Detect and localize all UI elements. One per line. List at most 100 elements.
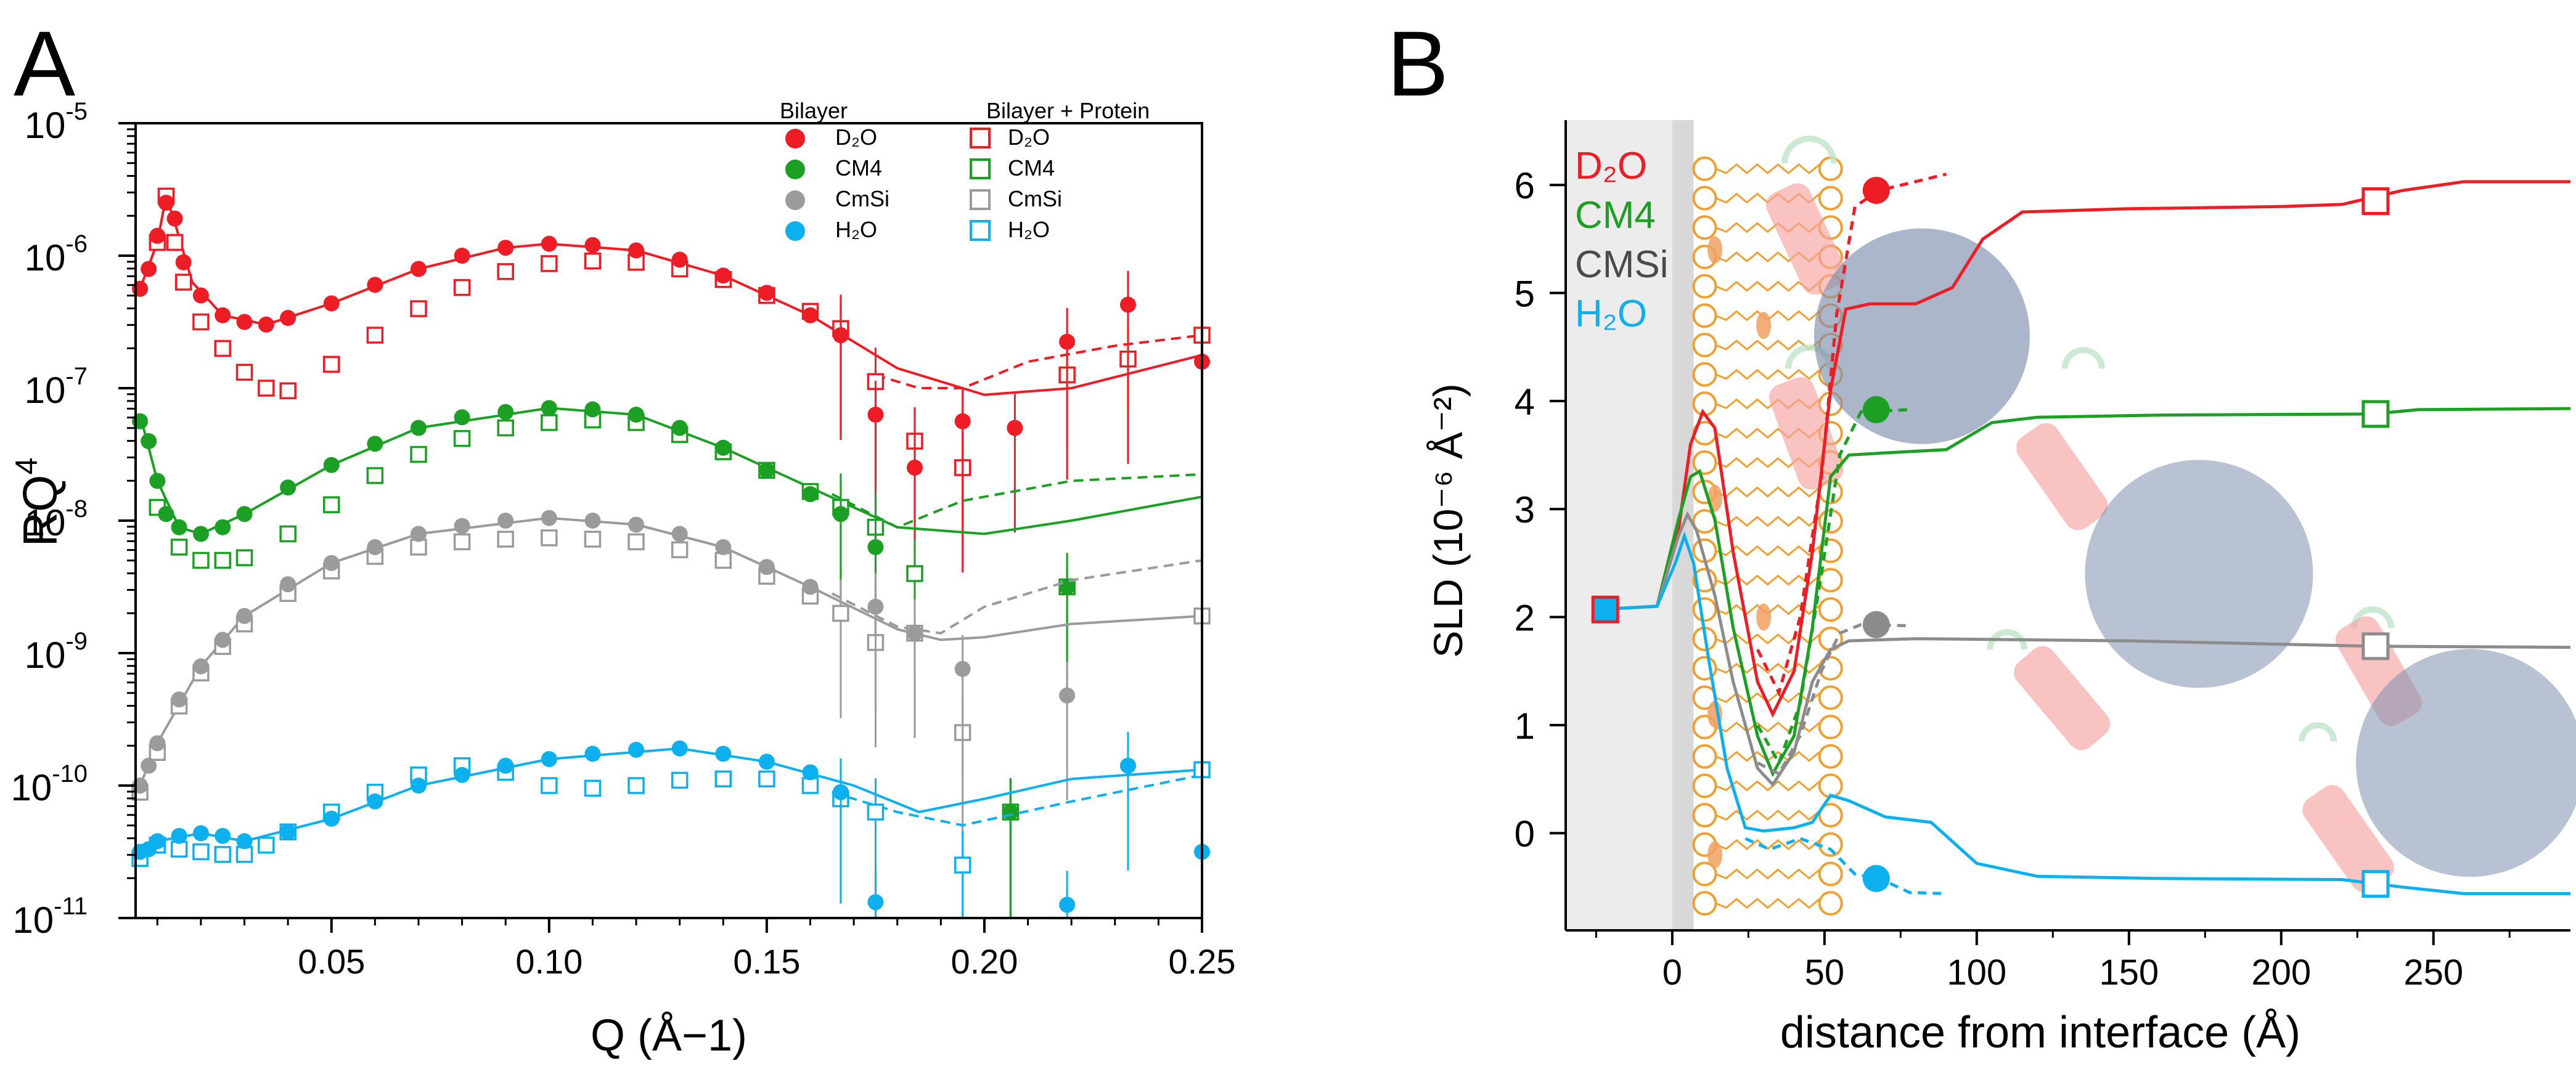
data-point-bilayer (215, 307, 231, 323)
panel-a-axes-frame (134, 122, 1203, 919)
sld-marker-bilayer (1862, 396, 1890, 423)
sld-profile-line (1596, 180, 2570, 718)
data-point-bilayer (671, 420, 688, 436)
protein-domain-sphere (2356, 649, 2576, 877)
panel-b-ylabel: SLD (10⁻⁶ Å⁻²) (1425, 383, 1471, 657)
lipid-head-inner (1692, 744, 1717, 769)
data-point-bilayer (715, 539, 732, 555)
legend-marker-protein (970, 128, 991, 148)
data-point-protein (801, 777, 819, 794)
lipid-tail (1715, 633, 1820, 644)
lipid-tail (1715, 368, 1820, 380)
lipid-head-outer (1818, 185, 1843, 211)
sld-marker-bilayer (1862, 176, 1890, 204)
sld-profile-dashed (1744, 837, 1947, 895)
legend-b-label: CMSi (1575, 243, 1669, 286)
sld-profile-dashed (1757, 623, 1910, 776)
data-point-bilayer (236, 833, 253, 850)
data-point-protein (714, 770, 732, 787)
series-cm4 (132, 400, 1203, 917)
data-point-bilayer (192, 526, 209, 542)
data-point-protein (366, 327, 384, 344)
data-point-bilayer (1119, 757, 1136, 774)
y-tick-exp: -6 (65, 230, 88, 258)
data-point-bilayer (215, 632, 231, 648)
sld-marker-protein (2361, 187, 2390, 215)
data-point-bilayer (541, 510, 557, 526)
lipid-head-inner (1692, 274, 1717, 299)
x-tick-label: 200 (2251, 953, 2311, 993)
y-tick-exp: -10 (52, 760, 88, 787)
y-tick-label: 10-9 (25, 628, 88, 676)
legend-a-title-bilayer: Bilayer (780, 98, 848, 123)
data-point-bilayer (906, 460, 923, 476)
data-point-protein (832, 604, 849, 622)
legend-a-title-protein: Bilayer + Protein (986, 98, 1150, 123)
legend-label-protein: CM4 (1008, 155, 1055, 181)
data-point-bilayer (584, 513, 601, 529)
data-point-bilayer (132, 280, 149, 297)
y-tick-label: 1 (1515, 705, 1535, 747)
data-point-protein (192, 313, 210, 331)
y-tick-label: 6 (1515, 165, 1535, 206)
x-tick-label: 0.20 (951, 942, 1018, 981)
legend-a-rows: D₂O D₂O CM4 CM4 CmSi CmSi H₂O H₂O (785, 124, 1062, 242)
y-tick-exp: -8 (65, 495, 88, 522)
lipid-tail (1715, 839, 1820, 850)
cholesterol (1707, 236, 1723, 264)
lipid-head-outer (1818, 744, 1843, 769)
data-point-bilayer (149, 473, 166, 489)
legend-marker-protein (970, 158, 991, 179)
data-point-bilayer (628, 242, 645, 259)
substrate-region (1566, 120, 1672, 930)
protein-helix (2014, 646, 2111, 750)
data-point-protein (453, 278, 471, 296)
data-point-bilayer (954, 413, 971, 429)
data-point-protein (170, 840, 188, 858)
data-point-bilayer (454, 248, 470, 264)
data-point-bilayer (236, 314, 253, 330)
sld-series-d2o (1596, 173, 2570, 718)
data-point-bilayer (367, 793, 383, 810)
legend-b-label: CM4 (1575, 194, 1656, 237)
data-point-bilayer (215, 519, 231, 535)
data-point-protein (235, 549, 253, 566)
data-point-bilayer (715, 746, 732, 762)
data-point-bilayer (1059, 579, 1076, 595)
sld-marker-bilayer (1862, 611, 1890, 638)
lipid-head-inner (1692, 303, 1717, 328)
legend-marker-bilayer (785, 190, 805, 210)
data-point-bilayer (867, 894, 884, 911)
data-point-protein (867, 803, 885, 821)
panel-b-plot-area (1591, 173, 2571, 898)
data-point-bilayer (1119, 296, 1136, 313)
data-point-bilayer (192, 825, 209, 842)
series-cmsi (131, 510, 1211, 837)
data-point-bilayer (132, 413, 149, 429)
panel-b-x-ticks: 0 50 100 150 200 250 (1595, 930, 2511, 993)
legend-b-label: D₂O (1575, 145, 1647, 187)
lipid-tail (1715, 662, 1820, 674)
data-point-protein (279, 525, 296, 543)
lipid-tail (1715, 810, 1820, 821)
fit-line-protein (875, 334, 1203, 389)
x-tick-label: 50 (1805, 953, 1845, 993)
panel-a-ylabel-base: RQ (13, 474, 67, 547)
data-point-bilayer (802, 764, 819, 781)
lipid-head-inner (1692, 362, 1717, 387)
x-tick-label: 0.15 (733, 942, 800, 981)
legend-label-bilayer: CM4 (835, 155, 882, 181)
data-point-bilayer (280, 310, 296, 327)
data-point-protein (214, 339, 231, 357)
legend-label-protein: D₂O (1008, 124, 1050, 150)
lipid-head-inner (1692, 891, 1717, 916)
data-point-bilayer (323, 295, 340, 312)
data-point-bilayer (410, 778, 427, 794)
data-point-protein (214, 551, 231, 569)
y-tick-exp: -11 (54, 893, 88, 920)
panel-a-ylabel: RQ4 (9, 458, 67, 547)
legend-marker-protein (970, 189, 991, 210)
x-tick-label: 250 (2403, 953, 2463, 993)
data-point-bilayer (715, 267, 732, 284)
